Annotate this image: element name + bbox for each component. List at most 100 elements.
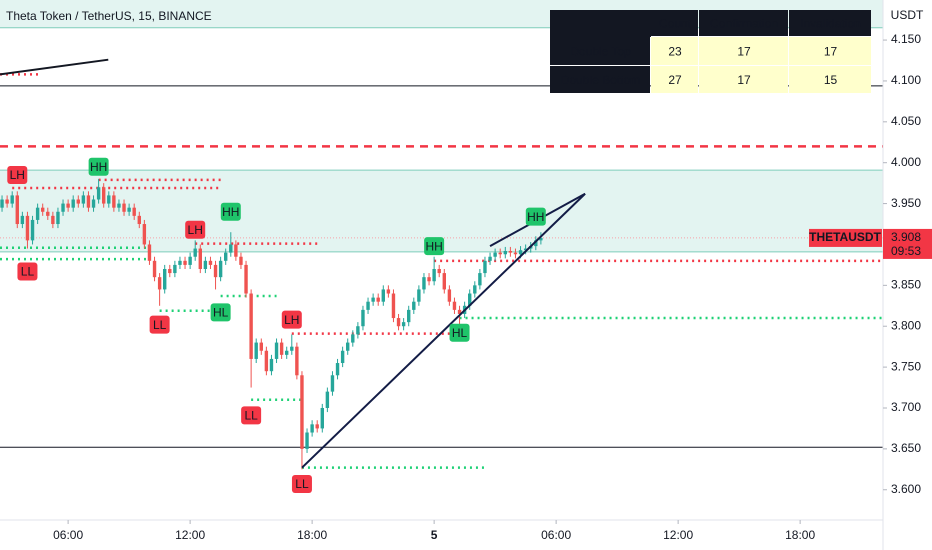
candle-body: [188, 256, 192, 265]
table-value: 23: [668, 45, 682, 59]
candle-body: [310, 424, 314, 433]
pivot-badge: [210, 303, 231, 322]
table-cell: [651, 37, 698, 65]
candle-body: [452, 301, 457, 310]
pivot-badge: [525, 207, 546, 226]
y-tick-label: 3.600: [891, 482, 921, 496]
candle-body: [488, 256, 492, 261]
candle-body: [0, 199, 4, 208]
table-cell: [789, 66, 871, 93]
candle-body: [61, 203, 65, 212]
pivot-label: HH: [527, 210, 544, 224]
candle-body: [218, 260, 223, 278]
candle-body: [330, 375, 335, 392]
candle-body: [173, 264, 177, 274]
candle-body: [264, 350, 269, 372]
pivot-badge: [88, 157, 109, 176]
pivot-badge: [7, 165, 28, 184]
pivot-label: HH: [90, 160, 107, 174]
candle-body: [401, 322, 406, 327]
table-row-head: [550, 66, 650, 93]
candle-body: [20, 215, 25, 225]
candle-body: [356, 326, 360, 335]
candle-body: [498, 252, 502, 255]
candle-body: [117, 203, 121, 208]
candle-body: [417, 289, 421, 302]
candle-body: [122, 203, 126, 212]
plot-area: LH LL HH LL LH HL HH LL LH LL HH HL HH: [0, 0, 883, 494]
candle-body: [137, 215, 141, 225]
table-header: Count: [659, 17, 692, 31]
candle-body: [96, 187, 101, 200]
candle-body: [473, 285, 477, 294]
candle-body: [508, 251, 513, 253]
candle-body: [386, 289, 391, 294]
candle-body: [320, 407, 324, 429]
x-tick-label: 12:00: [175, 528, 205, 542]
y-tick-label: 4.050: [891, 114, 921, 128]
table-row-head: [550, 37, 650, 65]
candle-body: [30, 219, 35, 241]
x-tick-label: 06:00: [53, 528, 83, 542]
candle-body: [157, 277, 162, 290]
candle-body: [269, 358, 274, 372]
table-header-cell: [789, 10, 871, 36]
candle-body: [366, 301, 370, 310]
trend-line: [301, 193, 586, 469]
candle-body: [285, 350, 289, 355]
candle-body: [193, 248, 197, 257]
pivot-label: LH: [284, 313, 299, 327]
candle-body: [427, 277, 431, 282]
currency-label: USDT: [891, 8, 924, 22]
candle-body: [51, 215, 55, 225]
table-value: 27: [668, 73, 682, 87]
candle-body: [279, 342, 284, 355]
candle-body: [127, 207, 131, 212]
candle-body: [523, 248, 528, 251]
candle-body: [234, 244, 238, 257]
table-cell: [651, 66, 698, 93]
candle-body: [513, 252, 518, 255]
x-tick-label: 12:00: [663, 528, 693, 542]
candle-body: [35, 207, 40, 220]
trend-line: [0, 58, 109, 76]
table-header: Invalidation: [800, 17, 861, 31]
table-value: 17: [824, 45, 838, 59]
candle-body: [198, 248, 202, 269]
pivot-badge: [281, 310, 302, 329]
y-tick-label: 3.650: [891, 441, 921, 455]
candle-body: [503, 251, 507, 255]
candle-body: [46, 211, 50, 216]
candle-body: [518, 250, 523, 255]
candle-body: [71, 199, 75, 208]
table-value: 17: [737, 73, 751, 87]
candle-body: [5, 199, 9, 204]
candle-body: [432, 268, 436, 282]
candle-body: [102, 187, 106, 204]
pivot-label: HL: [213, 305, 229, 319]
pivot-badge: [241, 406, 262, 425]
candle-body: [56, 211, 60, 225]
y-tick-label: 3.750: [891, 359, 921, 373]
candle-body: [81, 195, 86, 204]
candle-body: [422, 277, 426, 290]
pivot-label: HH: [222, 205, 239, 219]
pivot-badge: [185, 220, 206, 239]
candle-body: [381, 289, 385, 302]
table-row-label: Double Top: [570, 45, 631, 59]
candle-body: [229, 244, 233, 253]
pivot-badge: [449, 323, 470, 342]
chart-title: Theta Token / TetherUS, 15, BINANCE: [6, 9, 212, 23]
candle-body: [361, 309, 365, 327]
pivot-badge: [220, 202, 241, 221]
candle-body: [447, 289, 452, 302]
candle-body: [10, 195, 14, 204]
candle-body: [224, 252, 228, 261]
candle-body: [168, 268, 172, 274]
table-row-label: Double Bottom: [561, 73, 640, 87]
pivot-label: HH: [425, 239, 442, 253]
pivot-label: LH: [10, 168, 25, 182]
candle-body: [340, 350, 345, 364]
candle-body: [391, 293, 396, 319]
